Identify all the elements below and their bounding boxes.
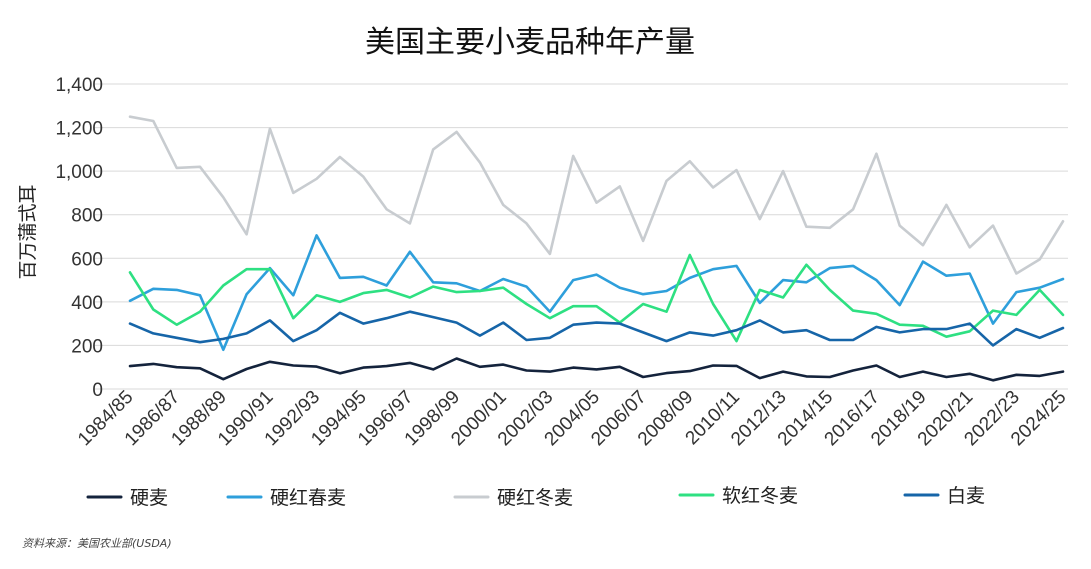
chart-title: 美国主要小麦品种年产量: [365, 25, 695, 60]
y-tick-label: 400: [71, 293, 103, 314]
y-tick-label: 1,400: [55, 75, 103, 96]
series-line: [128, 253, 1065, 343]
legend: 硬麦 硬红春麦 硬红冬麦 软红冬麦 白麦: [86, 485, 985, 509]
y-tick-label: 1,000: [55, 162, 103, 183]
series-line: [128, 115, 1065, 275]
source-note: 资料来源：美国农业部(USDA): [22, 537, 172, 550]
gridlines: [94, 83, 1068, 390]
series-line: [128, 357, 1065, 382]
y-tick-label: 200: [71, 336, 103, 357]
legend-label: 硬红冬麦: [497, 487, 573, 509]
y-axis-ticks: 0 200 400 600 800 1,000 1,200 1,400: [55, 75, 103, 401]
y-tick-label: 800: [71, 206, 103, 227]
series-line: [128, 234, 1065, 352]
legend-label: 软红冬麦: [722, 485, 798, 507]
series-line: [128, 310, 1065, 347]
legend-label: 硬麦: [130, 487, 168, 509]
y-tick-label: 1,200: [55, 119, 103, 140]
legend-label: 白麦: [947, 485, 985, 507]
x-axis-ticks: 1984/851986/871988/891990/911992/931994/…: [74, 387, 1070, 450]
series-lines: [128, 115, 1065, 382]
y-tick-label: 0: [92, 380, 103, 401]
y-tick-label: 600: [71, 249, 103, 270]
y-axis-label: 百万蒲式耳: [17, 184, 39, 279]
legend-label: 硬红春麦: [270, 487, 346, 509]
